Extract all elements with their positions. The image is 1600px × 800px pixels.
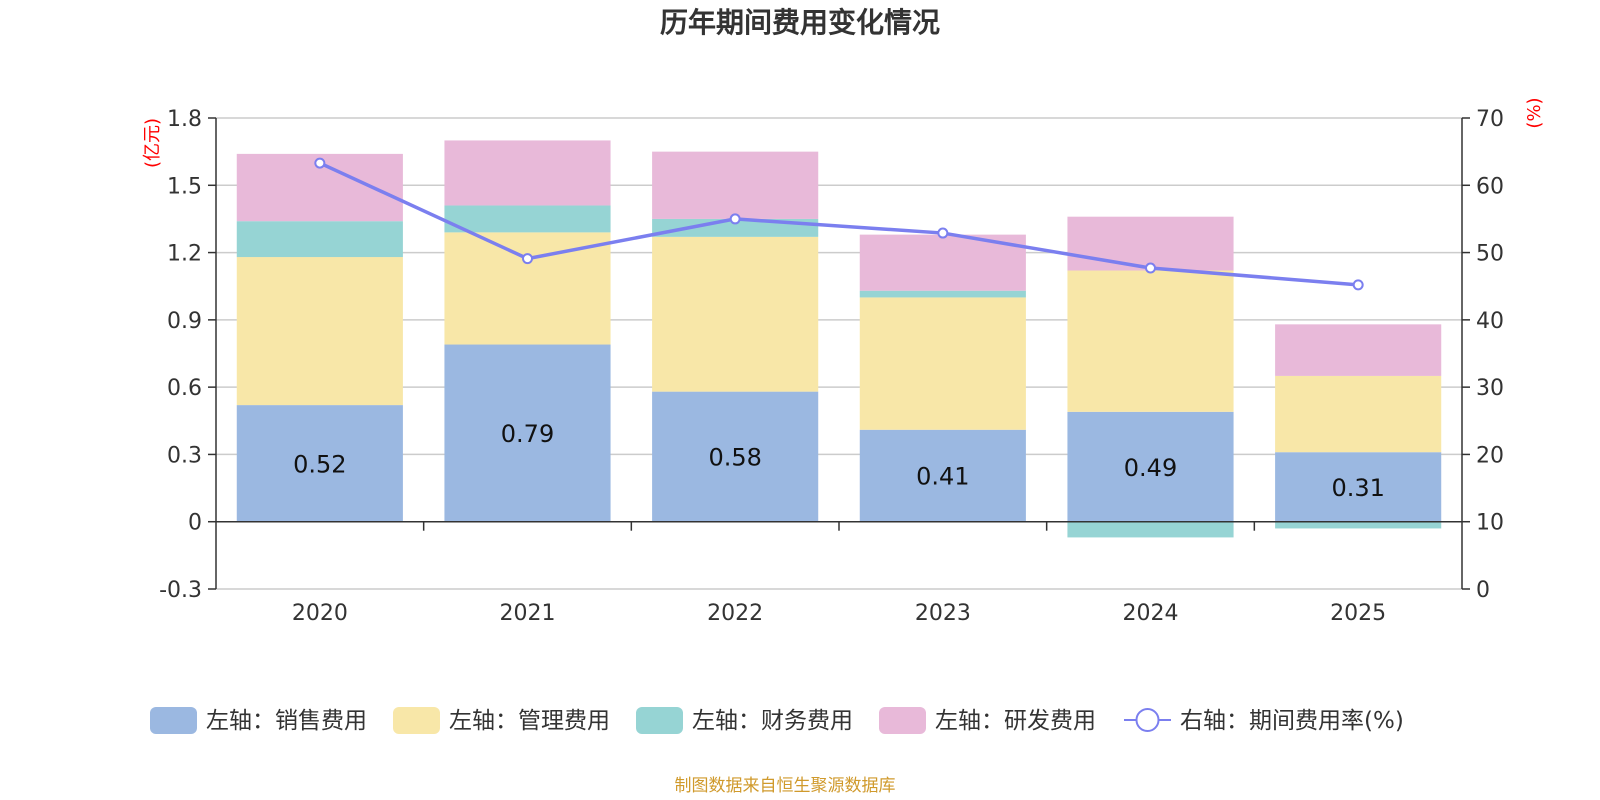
bar-value-label: 0.41 — [916, 463, 969, 491]
bar-value-label: 0.52 — [293, 450, 346, 478]
left-tick-label: 0.3 — [167, 443, 202, 468]
bar-segment[interactable] — [1275, 452, 1442, 522]
legend-label: 左轴：财务费用 — [692, 708, 853, 734]
axes — [215, 118, 1463, 589]
bar-segment[interactable] — [1067, 521, 1234, 538]
right-tick-label: 30 — [1476, 376, 1504, 401]
rate-line — [314, 157, 1364, 291]
legend-marker — [1135, 708, 1160, 732]
legend[interactable]: 左轴：销售费用 左轴：管理费用 左轴：财务费用 左轴：研发费用 右轴：期间费用率(%) — [150, 707, 1404, 734]
legend-label: 右轴：期间费用率(%) — [1180, 708, 1404, 734]
bar-segment[interactable] — [444, 232, 611, 345]
right-tick-label: 50 — [1476, 242, 1504, 267]
bar-value-labels: 0.52 0.79 0.58 0.41 0.49 0.31 — [293, 420, 1385, 502]
bar-segment[interactable] — [652, 391, 819, 522]
rate-point[interactable] — [729, 213, 741, 225]
right-tick-label: 40 — [1476, 309, 1504, 334]
bar-value-label: 0.49 — [1124, 454, 1177, 482]
right-tick-label: 20 — [1476, 443, 1504, 468]
legend-item[interactable]: 左轴：销售费用 — [150, 707, 367, 734]
bar-segment[interactable] — [444, 344, 611, 522]
bar-segment[interactable] — [859, 297, 1026, 430]
rate-point[interactable] — [522, 253, 533, 265]
left-tick-label: 0.6 — [167, 376, 202, 401]
chart-title: 历年期间费用变化情况 — [660, 6, 940, 39]
left-tick-label: 0 — [188, 511, 202, 536]
bar-segment[interactable] — [1067, 411, 1234, 522]
bar-segment[interactable] — [1275, 521, 1442, 529]
left-tick-label: -0.3 — [159, 578, 202, 603]
right-tick-label: 60 — [1476, 174, 1504, 199]
x-tick-label: 2023 — [915, 601, 971, 626]
source-note: 制图数据来自恒生聚源数据库 — [675, 776, 896, 796]
bar-segment[interactable] — [1275, 324, 1442, 376]
legend-swatch — [636, 707, 683, 734]
legend-item[interactable]: 右轴：期间费用率(%) — [1124, 708, 1404, 734]
right-tick-label: 10 — [1476, 511, 1504, 536]
x-axis-ticks: 2020 2021 2022 2023 2024 2025 — [292, 601, 1386, 626]
left-tick-label: 1.2 — [167, 242, 202, 267]
legend-swatch — [150, 707, 197, 734]
bar-segment[interactable] — [652, 151, 819, 219]
bars — [236, 140, 1442, 538]
bar-segment[interactable] — [444, 140, 611, 206]
bar-segment[interactable] — [1067, 216, 1234, 271]
left-tick-label: 0.9 — [167, 309, 202, 334]
gridlines — [216, 117, 1462, 590]
legend-label: 左轴：研发费用 — [935, 708, 1096, 734]
legend-label: 左轴：销售费用 — [206, 708, 367, 734]
bar-segment[interactable] — [236, 221, 403, 258]
rate-point[interactable] — [314, 157, 326, 169]
right-tick-label: 0 — [1476, 578, 1490, 603]
legend-item[interactable]: 左轴：管理费用 — [393, 707, 610, 734]
bar-segment[interactable] — [236, 257, 403, 406]
bar-segment[interactable] — [236, 405, 403, 522]
legend-swatch — [393, 707, 440, 734]
x-tick-label: 2022 — [707, 601, 763, 626]
left-tick-label: 1.8 — [167, 107, 202, 132]
bar-segment[interactable] — [1067, 270, 1234, 412]
bar-segment[interactable] — [859, 429, 1026, 522]
rate-point[interactable] — [1352, 279, 1364, 291]
left-axis-unit: (亿元) — [142, 118, 163, 168]
rate-line-path — [319, 161, 1359, 287]
x-tick-label: 2021 — [500, 601, 556, 626]
legend-item[interactable]: 左轴：财务费用 — [636, 707, 853, 734]
rate-point[interactable] — [1145, 262, 1156, 274]
bar-segment[interactable] — [859, 290, 1026, 298]
bar-segment[interactable] — [444, 205, 611, 233]
legend-swatch — [879, 707, 926, 734]
left-tick-label: 1.5 — [167, 174, 202, 199]
x-tick-label: 2025 — [1330, 601, 1386, 626]
legend-label: 左轴：管理费用 — [449, 708, 610, 734]
x-tick-label: 2024 — [1123, 601, 1179, 626]
bar-segment[interactable] — [652, 236, 819, 392]
right-axis-ticks: 0 10 20 30 40 50 60 70 — [1462, 107, 1504, 603]
bar-value-label: 0.58 — [708, 444, 761, 472]
bar-segment[interactable] — [1275, 375, 1442, 453]
rate-point[interactable] — [937, 227, 949, 239]
left-axis-ticks: -0.3 0 0.3 0.6 0.9 1.2 1.5 1.8 — [159, 107, 216, 603]
bar-value-label: 0.79 — [501, 420, 554, 448]
right-axis-unit: (%) — [1524, 97, 1545, 128]
bar-value-label: 0.31 — [1331, 474, 1384, 502]
x-tick-label: 2020 — [292, 601, 348, 626]
legend-item[interactable]: 左轴：研发费用 — [879, 707, 1096, 734]
right-tick-label: 70 — [1476, 107, 1504, 132]
